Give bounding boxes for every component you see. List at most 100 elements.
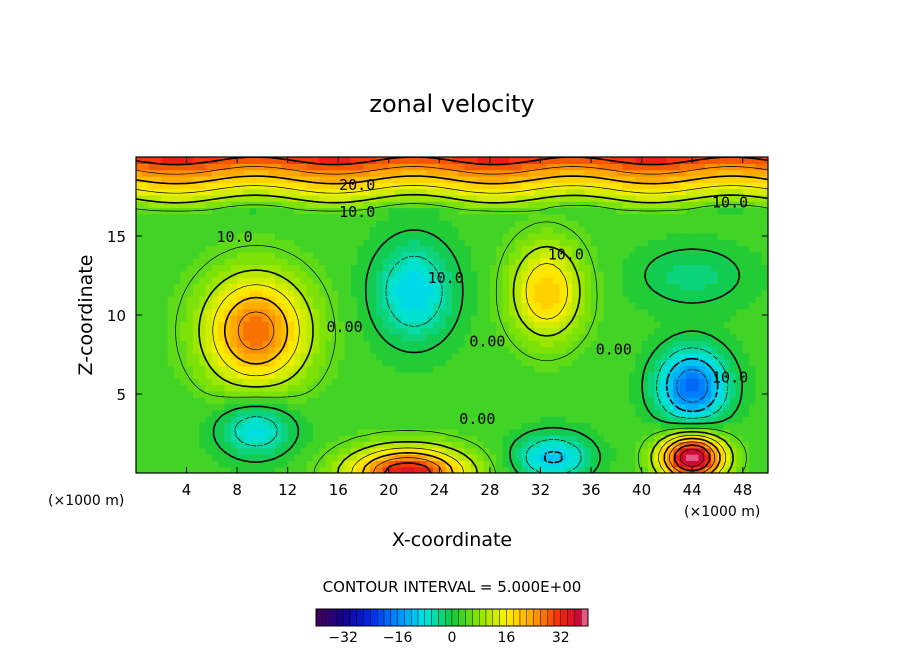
heatmap-cell [192, 378, 200, 386]
heatmap-cell [205, 333, 213, 341]
heatmap-cell [439, 397, 447, 405]
heatmap-cell [256, 194, 263, 202]
heatmap-cell [515, 226, 523, 234]
heatmap-cell [350, 378, 358, 386]
heatmap-cell [199, 232, 207, 240]
heatmap-cell [679, 308, 687, 316]
heatmap-cell [749, 182, 756, 190]
heatmap-cell [161, 163, 169, 171]
heatmap-cell [420, 352, 428, 360]
heatmap-cell [382, 416, 390, 424]
heatmap-cell [540, 321, 548, 329]
heatmap-cell [647, 283, 655, 291]
heatmap-cell [622, 283, 630, 291]
heatmap-cell [325, 416, 333, 424]
heatmap-cell [161, 327, 169, 335]
heatmap-cell [603, 371, 611, 379]
heatmap-cell [224, 163, 232, 171]
heatmap-cell [357, 466, 365, 473]
heatmap-cell [192, 220, 200, 228]
heatmap-cell [534, 321, 542, 329]
heatmap-cell [584, 283, 592, 291]
heatmap-cell [515, 283, 523, 291]
heatmap-cell [294, 175, 301, 183]
heatmap-cell [369, 277, 377, 284]
heatmap-cell [635, 428, 643, 436]
heatmap-cell [654, 277, 662, 284]
heatmap-cell [616, 390, 624, 398]
heatmap-cell [534, 333, 542, 341]
heatmap-cell [616, 359, 624, 367]
heatmap-cell [483, 264, 491, 272]
heatmap-cell [420, 270, 428, 278]
heatmap-cell [477, 194, 485, 202]
heatmap-cell [749, 296, 756, 303]
heatmap-cell [376, 359, 384, 367]
heatmap-cell [730, 327, 737, 335]
heatmap-cell [489, 258, 497, 266]
heatmap-cell [502, 397, 510, 405]
heatmap-cell [382, 403, 390, 411]
heatmap-cell [426, 435, 434, 442]
heatmap-cell [698, 466, 706, 473]
heatmap-cell [610, 270, 617, 278]
heatmap-cell [439, 213, 447, 221]
heatmap-cell [470, 157, 478, 164]
heatmap-cell [426, 447, 434, 455]
heatmap-cell [224, 359, 232, 367]
heatmap-cell [243, 416, 251, 424]
heatmap-cell [458, 175, 466, 183]
heatmap-cell [470, 220, 478, 228]
heatmap-cell [344, 403, 352, 411]
heatmap-cell [578, 175, 586, 183]
heatmap-cell [395, 302, 403, 310]
heatmap-cell [635, 226, 643, 234]
heatmap-cell [496, 460, 504, 468]
heatmap-cell [287, 333, 295, 341]
heatmap-cell [452, 308, 459, 316]
heatmap-cell [641, 163, 649, 171]
heatmap-cell [578, 169, 586, 177]
heatmap-cell [628, 447, 636, 455]
heatmap-cell [610, 239, 617, 247]
heatmap-cell [565, 409, 573, 417]
heatmap-cell [578, 454, 586, 461]
heatmap-cell [426, 441, 434, 449]
heatmap-cell [666, 384, 674, 392]
heatmap-cell [312, 258, 320, 266]
heatmap-cell [249, 333, 257, 341]
heatmap-cell [154, 365, 162, 373]
heatmap-cell [458, 245, 466, 253]
heatmap-cell [654, 308, 662, 316]
heatmap-cell [445, 302, 453, 310]
heatmap-cell [736, 302, 744, 310]
heatmap-cell [496, 447, 504, 455]
heatmap-cell [610, 346, 617, 354]
heatmap-cell [610, 333, 617, 341]
heatmap-cell [312, 422, 320, 430]
heatmap-cell [230, 302, 238, 310]
heatmap-cell [433, 289, 440, 297]
heatmap-cell [350, 270, 358, 278]
heatmap-cell [180, 409, 188, 417]
heatmap-cell [508, 315, 516, 322]
heatmap-cell [597, 371, 605, 379]
heatmap-cell [477, 251, 485, 259]
heatmap-cell [433, 270, 440, 278]
heatmap-cell [401, 213, 409, 221]
heatmap-cell [142, 220, 150, 228]
heatmap-cell [603, 182, 611, 190]
heatmap-cell [559, 359, 567, 367]
heatmap-cell [458, 258, 466, 266]
heatmap-cell [344, 378, 352, 386]
heatmap-cell [211, 428, 219, 436]
heatmap-cell [287, 207, 295, 215]
heatmap-cell [401, 359, 409, 367]
heatmap-cell [357, 296, 365, 303]
heatmap-cell [635, 245, 643, 253]
heatmap-cell [300, 258, 308, 266]
heatmap-cell [610, 359, 617, 367]
heatmap-cell [262, 289, 270, 297]
heatmap-cell [755, 258, 763, 266]
heatmap-cell [641, 441, 649, 449]
